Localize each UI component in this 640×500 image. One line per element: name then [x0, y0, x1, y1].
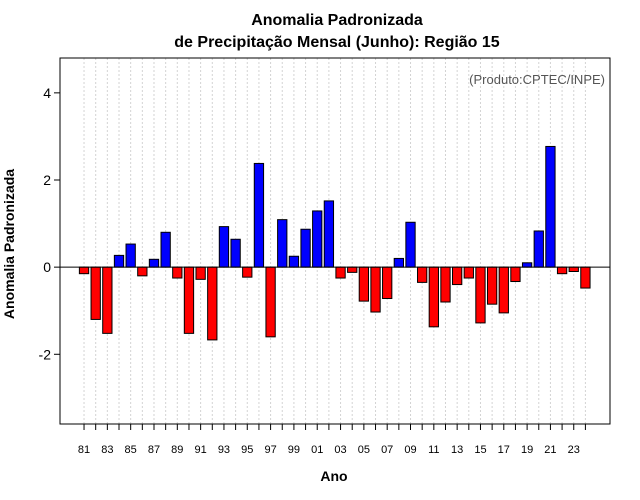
y-axis: -2 0 2 4 — [39, 85, 60, 362]
bar-2005 — [358, 266, 370, 302]
bar-2010 — [417, 266, 428, 283]
bar-2021 — [545, 145, 556, 268]
bar-2011 — [428, 266, 439, 328]
bar-2024 — [580, 266, 591, 289]
bar-1999 — [288, 255, 300, 268]
x-tick-label: 15 — [474, 444, 486, 456]
x-tick-label: 09 — [404, 444, 416, 456]
bar-2004 — [347, 266, 358, 273]
chart-title-line-2: de Precipitação Mensal (Junho): Região 1… — [174, 34, 500, 51]
bar-2012 — [440, 266, 451, 303]
x-tick-label: 93 — [218, 444, 230, 456]
bar-2023 — [568, 266, 579, 273]
x-tick-label: 13 — [451, 444, 463, 456]
plot-frame — [59, 57, 611, 425]
y-tick-label: 4 — [43, 85, 51, 101]
x-axis-title: Ano — [320, 468, 347, 484]
x-tick-label: 97 — [264, 444, 276, 456]
bars — [78, 145, 591, 341]
x-tick-label: 23 — [568, 444, 580, 456]
bar-2020 — [533, 230, 544, 268]
x-tick-label: 81 — [78, 444, 90, 456]
chart-title-line-1: Anomalia Padronizada — [251, 12, 423, 29]
x-tick-label: 17 — [498, 444, 510, 456]
bar-2016 — [486, 266, 498, 305]
bar-2001 — [312, 210, 323, 268]
x-tick-label: 07 — [381, 444, 393, 456]
bar-1982 — [90, 266, 101, 320]
bar-1995 — [242, 266, 253, 278]
x-tick-label: 89 — [171, 444, 183, 456]
bar-1992 — [207, 266, 218, 341]
x-tick-label: 19 — [521, 444, 533, 456]
x-tick-label: 95 — [241, 444, 253, 456]
x-tick-label: 85 — [125, 444, 137, 456]
x-tick-label: 83 — [101, 444, 113, 456]
bar-2007 — [382, 266, 393, 300]
bar-2013 — [452, 266, 463, 286]
bar-2019 — [521, 262, 533, 268]
bar-1994 — [230, 238, 241, 268]
bar-1990 — [183, 266, 195, 334]
x-tick-label: 21 — [544, 444, 556, 456]
bar-2008 — [393, 257, 405, 268]
y-tick-label: 0 — [43, 259, 51, 275]
bar-1996 — [253, 162, 265, 268]
bar-1983 — [102, 266, 113, 334]
bar-1984 — [113, 254, 125, 268]
bar-1988 — [160, 231, 171, 268]
y-tick-label: -2 — [39, 346, 52, 362]
bar-1985 — [125, 243, 136, 268]
credit-annotation: (Produto:CPTEC/INPE) — [469, 72, 605, 87]
bar-1991 — [195, 266, 206, 280]
bar-1989 — [172, 266, 183, 279]
x-tick-label: 99 — [288, 444, 300, 456]
bar-1986 — [137, 266, 148, 277]
bar-2006 — [370, 266, 381, 313]
bar-2002 — [323, 200, 335, 268]
bar-1987 — [148, 258, 160, 268]
bar-1998 — [277, 219, 288, 268]
x-tick-label: 91 — [195, 444, 207, 456]
bar-1997 — [265, 266, 276, 338]
x-tick-label: 03 — [334, 444, 346, 456]
bar-1981 — [78, 266, 90, 275]
bar-2014 — [463, 266, 474, 279]
bar-2000 — [300, 228, 311, 268]
bar-2017 — [498, 266, 509, 314]
bar-2015 — [475, 266, 486, 324]
x-tick-label: 87 — [148, 444, 160, 456]
x-tick-label: 01 — [311, 444, 323, 456]
grid-lines — [83, 58, 586, 424]
bar-2022 — [556, 266, 568, 275]
x-tick-label: 11 — [428, 444, 439, 456]
y-axis-title: Anomalia Padronizada — [1, 169, 17, 319]
bar-2003 — [335, 266, 346, 279]
bar-1993 — [218, 226, 230, 268]
x-axis: 81 83 85 87 89 91 93 95 97 99 01 03 05 07 09 11 13 15 17 19… — [78, 424, 586, 456]
bar-2018 — [510, 266, 521, 283]
bar-2009 — [405, 221, 416, 268]
y-tick-label: 2 — [43, 172, 51, 188]
x-tick-label: 05 — [358, 444, 370, 456]
